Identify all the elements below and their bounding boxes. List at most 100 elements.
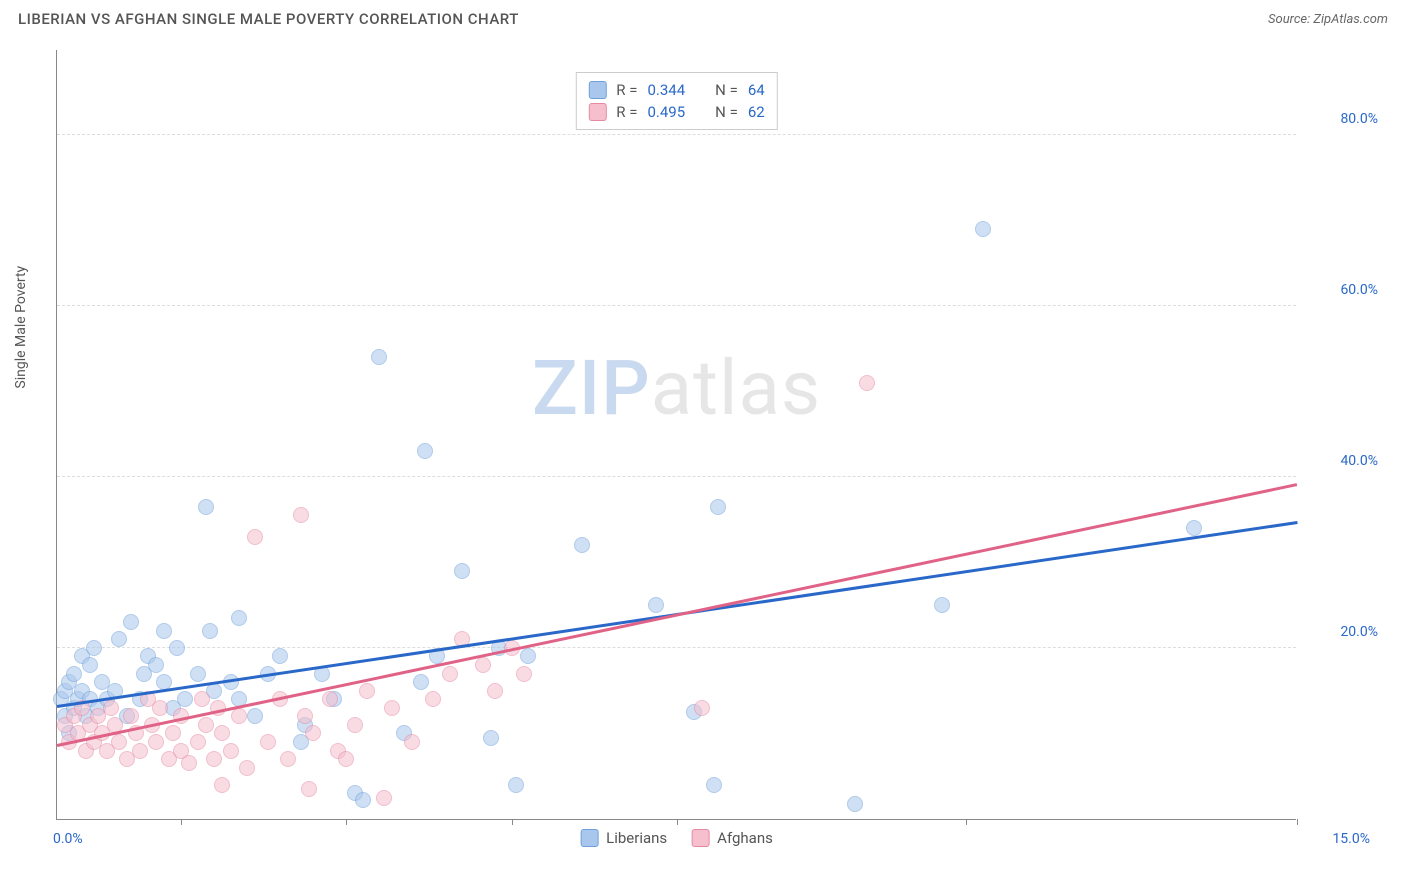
scatter-point <box>859 375 875 391</box>
watermark-bold: ZIP <box>532 343 651 433</box>
stats-swatch <box>588 81 606 99</box>
scatter-point <box>247 708 263 724</box>
chart-title: LIBERIAN VS AFGHAN SINGLE MALE POVERTY C… <box>18 10 519 28</box>
scatter-point <box>442 666 458 682</box>
scatter-point <box>404 734 420 750</box>
y-axis-label: Single Male Poverty <box>13 266 29 389</box>
legend-swatch <box>580 829 598 847</box>
scatter-point <box>194 691 210 707</box>
scatter-point <box>413 674 429 690</box>
scatter-point <box>648 597 664 613</box>
scatter-point <box>123 708 139 724</box>
chart-container: Single Male Poverty ZIPatlas R = 0.344N … <box>18 40 1388 860</box>
scatter-point <box>123 614 139 630</box>
series-legend: Liberians Afghans <box>580 829 773 847</box>
legend-label: Afghans <box>717 829 773 847</box>
scatter-point <box>694 700 710 716</box>
scatter-point <box>347 717 363 733</box>
watermark: ZIPatlas <box>532 343 821 433</box>
scatter-point <box>152 700 168 716</box>
stats-n-label: N = <box>715 81 738 99</box>
stats-r-label: R = <box>616 81 637 99</box>
x-tick-mark <box>1297 819 1298 825</box>
scatter-point <box>190 666 206 682</box>
y-tick-label: 20.0% <box>1340 624 1378 640</box>
legend-item: Afghans <box>691 829 773 847</box>
scatter-point <box>177 691 193 707</box>
scatter-point <box>371 349 387 365</box>
gridline <box>57 134 1296 135</box>
scatter-point <box>198 717 214 733</box>
scatter-point <box>272 648 288 664</box>
gridline <box>57 476 1296 477</box>
scatter-point <box>156 623 172 639</box>
x-tick-mark <box>966 819 967 825</box>
scatter-point <box>359 683 375 699</box>
scatter-point <box>202 623 218 639</box>
source-label: Source: ZipAtlas.com <box>1268 12 1388 27</box>
scatter-point <box>376 790 392 806</box>
scatter-point <box>475 657 491 673</box>
scatter-point <box>169 640 185 656</box>
scatter-point <box>1186 520 1202 536</box>
scatter-point <box>487 683 503 699</box>
scatter-point <box>231 708 247 724</box>
x-axis-min: 0.0% <box>53 831 83 847</box>
stats-r-label: R = <box>616 103 637 121</box>
scatter-point <box>338 751 354 767</box>
scatter-point <box>86 640 102 656</box>
scatter-point <box>293 507 309 523</box>
stats-swatch <box>588 103 606 121</box>
scatter-point <box>297 708 313 724</box>
scatter-point <box>223 743 239 759</box>
scatter-point <box>516 666 532 682</box>
watermark-rest: atlas <box>651 343 821 433</box>
scatter-point <box>190 734 206 750</box>
stats-r-value: 0.344 <box>647 81 685 99</box>
stats-r-value: 0.495 <box>647 103 685 121</box>
scatter-point <box>231 610 247 626</box>
gridline <box>57 647 1296 648</box>
stats-n-value: 64 <box>748 81 765 99</box>
scatter-point <box>322 691 338 707</box>
scatter-point <box>181 755 197 771</box>
scatter-point <box>82 657 98 673</box>
scatter-point <box>165 725 181 741</box>
legend-label: Liberians <box>606 829 667 847</box>
x-tick-mark <box>677 819 678 825</box>
y-tick-label: 80.0% <box>1340 111 1378 127</box>
scatter-point <box>384 700 400 716</box>
scatter-point <box>975 221 991 237</box>
scatter-point <box>508 777 524 793</box>
stats-n-value: 62 <box>748 103 765 121</box>
scatter-point <box>198 499 214 515</box>
scatter-point <box>483 730 499 746</box>
scatter-point <box>425 691 441 707</box>
scatter-point <box>305 725 321 741</box>
scatter-point <box>111 631 127 647</box>
x-tick-mark <box>346 819 347 825</box>
stats-row: R = 0.344 N = 64 <box>588 79 764 101</box>
scatter-point <box>280 751 296 767</box>
scatter-point <box>417 443 433 459</box>
scatter-point <box>239 760 255 776</box>
scatter-point <box>214 725 230 741</box>
scatter-point <box>148 657 164 673</box>
scatter-point <box>574 537 590 553</box>
scatter-point <box>454 563 470 579</box>
scatter-point <box>148 734 164 750</box>
scatter-point <box>247 529 263 545</box>
y-tick-label: 60.0% <box>1340 282 1378 298</box>
stats-legend: R = 0.344 N = 64 R = 0.495 N = 62 <box>575 72 777 130</box>
y-tick-label: 40.0% <box>1340 453 1378 469</box>
legend-swatch <box>691 829 709 847</box>
scatter-point <box>710 499 726 515</box>
scatter-point <box>103 700 119 716</box>
gridline <box>57 305 1296 306</box>
scatter-point <box>260 734 276 750</box>
stats-n-label: N = <box>715 103 738 121</box>
scatter-point <box>520 648 536 664</box>
x-axis-max: 15.0% <box>1332 831 1370 847</box>
scatter-point <box>111 734 127 750</box>
stats-row: R = 0.495 N = 62 <box>588 101 764 123</box>
